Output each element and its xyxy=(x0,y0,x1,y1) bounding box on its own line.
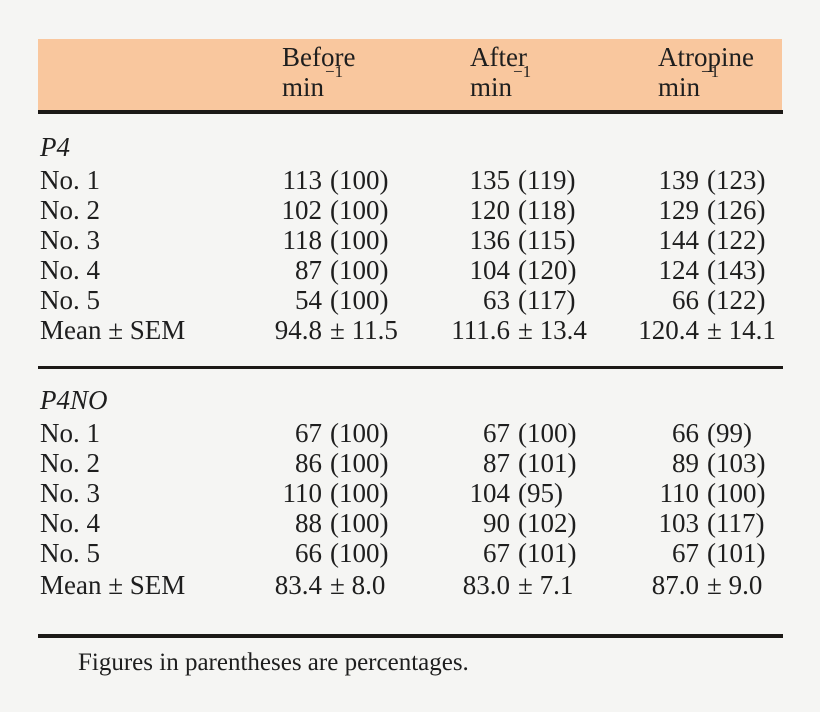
section-divider-rule xyxy=(38,366,783,369)
cell-atropine: 129 (126) xyxy=(658,195,766,225)
unit-text: min xyxy=(470,72,513,102)
cell-before: 67 (100) xyxy=(295,418,389,448)
table-row: No. 2 86 (100) 87 (101) 89 (103) xyxy=(0,448,820,478)
cell-after: 67 (100) xyxy=(483,418,577,448)
table-row: No. 1 113 (100) 135 (119) 139 (123) xyxy=(0,165,820,195)
cell-atropine: 144 (122) xyxy=(658,225,766,255)
cell-after: 104 (120) xyxy=(469,255,577,285)
row-label: No. 4 xyxy=(40,508,100,538)
unit-exponent: −1 xyxy=(701,62,720,81)
cell-before: 102 (100) xyxy=(281,195,389,225)
cell-after: 67 (101) xyxy=(483,538,577,568)
unit-exponent: −1 xyxy=(325,62,344,81)
cell-atropine: 124 (143) xyxy=(658,255,766,285)
table-row: No. 3 110 (100) 104 (95) 110 (100) xyxy=(0,478,820,508)
unit-text: min xyxy=(658,72,701,102)
cell-atropine: 67 (101) xyxy=(672,538,766,568)
row-label: No. 1 xyxy=(40,165,100,195)
header-rule xyxy=(38,110,783,114)
cell-before: 118 (100) xyxy=(282,225,389,255)
column-header-unit: min−1 xyxy=(658,63,754,102)
column-header-label: Atropine xyxy=(658,42,754,72)
cell-after: 104 (95) xyxy=(469,478,563,508)
cell-atropine: 89 (103) xyxy=(672,448,766,478)
row-label: No. 1 xyxy=(40,418,100,448)
cell-before: 110 (100) xyxy=(282,478,389,508)
cell-after: 135 (119) xyxy=(469,165,576,195)
unit-text: min xyxy=(282,72,325,102)
cell-before: 86 (100) xyxy=(295,448,389,478)
cell-atropine: 103 (117) xyxy=(658,508,765,538)
row-label: No. 5 xyxy=(40,285,100,315)
cell-atropine: 66 (99) xyxy=(672,418,752,448)
cell-before: 88 (100) xyxy=(295,508,389,538)
unit-exponent: −1 xyxy=(513,62,532,81)
column-header-unit: min−1 xyxy=(470,63,531,102)
table-row: No. 3 118 (100) 136 (115) 144 (122) xyxy=(0,225,820,255)
column-header-after: After min−1 xyxy=(470,42,531,102)
cell-after: 120 (118) xyxy=(469,195,576,225)
table-row: No. 5 66 (100) 67 (101) 67 (101) xyxy=(0,538,820,568)
cell-atropine: 87.0 ± 9.0 xyxy=(651,570,763,600)
section-header-p4no: P4NO xyxy=(0,385,820,415)
cell-before: 83.4 ± 8.0 xyxy=(274,570,386,600)
table-footnote: Figures in parentheses are percentages. xyxy=(78,649,469,676)
cell-after: 111.6 ± 13.4 xyxy=(451,315,587,345)
bottom-rule xyxy=(38,634,783,638)
column-header-label: Before xyxy=(282,42,356,72)
cell-after: 63 (117) xyxy=(483,285,576,315)
cell-before: 66 (100) xyxy=(295,538,389,568)
column-header-before: Before min−1 xyxy=(282,42,355,102)
row-label: No. 5 xyxy=(40,538,100,568)
cell-atropine: 120.4 ± 14.1 xyxy=(638,315,776,345)
column-header-atropine: Atropine min−1 xyxy=(658,42,754,102)
cell-before: 54 (100) xyxy=(295,285,389,315)
table-header-band xyxy=(38,39,782,110)
section-label: P4 xyxy=(40,132,70,162)
cell-atropine: 110 (100) xyxy=(659,478,766,508)
section-header-p4: P4 xyxy=(0,132,820,162)
row-label: No. 2 xyxy=(40,448,100,478)
table-row: No. 5 54 (100) 63 (117) 66 (122) xyxy=(0,285,820,315)
cell-after: 136 (115) xyxy=(469,225,576,255)
cell-before: 87 (100) xyxy=(295,255,389,285)
cell-atropine: 139 (123) xyxy=(658,165,766,195)
column-header-unit: min−1 xyxy=(282,63,355,102)
row-label: No. 3 xyxy=(40,478,100,508)
table-row: No. 2 102 (100) 120 (118) 129 (126) xyxy=(0,195,820,225)
cell-after: 87 (101) xyxy=(483,448,577,478)
section-label: P4NO xyxy=(40,385,108,415)
table-row: No. 4 87 (100) 104 (120) 124 (143) xyxy=(0,255,820,285)
table-row: No. 4 88 (100) 90 (102) 103 (117) xyxy=(0,508,820,538)
row-label: Mean ± SEM xyxy=(40,570,186,600)
row-label: No. 3 xyxy=(40,225,100,255)
cell-atropine: 66 (122) xyxy=(672,285,766,315)
table-row-mean: Mean ± SEM 94.8 ± 11.5 111.6 ± 13.4 120.4 ±… xyxy=(0,315,820,345)
column-header-label: After xyxy=(470,42,527,72)
row-label: No. 2 xyxy=(40,195,100,225)
cell-before: 94.8 ± 11.5 xyxy=(274,315,398,345)
table-row-mean: Mean ± SEM 83.4 ± 8.0 83.0 ± 7.1 87.0 ± 9.0 xyxy=(0,570,820,600)
row-label: Mean ± SEM xyxy=(40,315,186,345)
cell-before: 113 (100) xyxy=(282,165,389,195)
row-label: No. 4 xyxy=(40,255,100,285)
table-row: No. 1 67 (100) 67 (100) 66 (99) xyxy=(0,418,820,448)
cell-after: 90 (102) xyxy=(483,508,577,538)
cell-after: 83.0 ± 7.1 xyxy=(462,570,574,600)
